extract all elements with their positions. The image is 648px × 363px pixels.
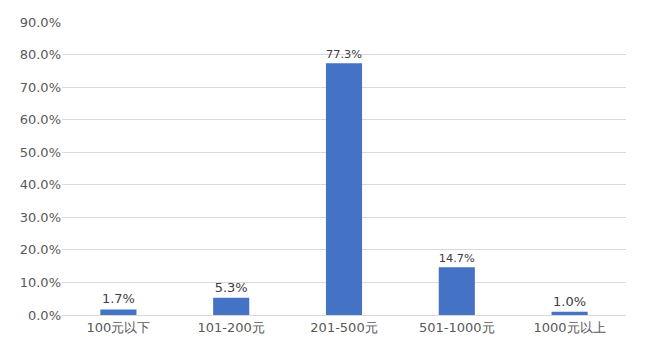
svg-text:77.3%: 77.3% xyxy=(326,47,362,61)
svg-text:90.0%: 90.0% xyxy=(20,15,61,30)
svg-text:50.0%: 50.0% xyxy=(20,145,61,160)
svg-text:1.7%: 1.7% xyxy=(102,291,135,306)
svg-text:201-500元: 201-500元 xyxy=(310,320,377,335)
svg-text:20.0%: 20.0% xyxy=(20,242,61,257)
svg-text:60.0%: 60.0% xyxy=(20,112,61,127)
svg-text:80.0%: 80.0% xyxy=(20,47,61,62)
svg-text:501-1000元: 501-1000元 xyxy=(419,320,495,335)
svg-text:70.0%: 70.0% xyxy=(20,80,61,95)
svg-text:10.0%: 10.0% xyxy=(20,275,61,290)
svg-text:0.0%: 0.0% xyxy=(28,308,61,323)
svg-text:1.0%: 1.0% xyxy=(553,294,586,309)
svg-text:101-200元: 101-200元 xyxy=(198,320,265,335)
svg-text:100元以下: 100元以下 xyxy=(86,320,150,335)
svg-text:14.7%: 14.7% xyxy=(439,251,475,265)
svg-text:5.3%: 5.3% xyxy=(215,280,248,295)
svg-text:40.0%: 40.0% xyxy=(20,177,61,192)
svg-text:1000元以上: 1000元以上 xyxy=(534,320,606,335)
svg-text:30.0%: 30.0% xyxy=(20,210,61,225)
